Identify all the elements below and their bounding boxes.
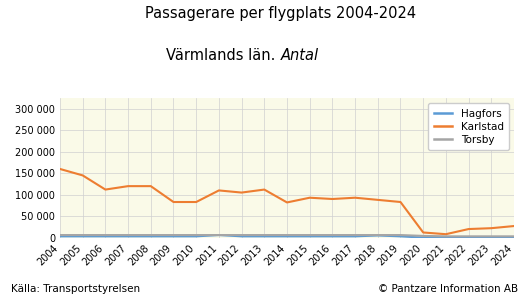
Text: © Pantzare Information AB: © Pantzare Information AB (378, 284, 518, 294)
Text: Värmlands län.: Värmlands län. (166, 48, 280, 63)
Text: Passagerare per flygplats 2004-2024: Passagerare per flygplats 2004-2024 (145, 6, 416, 21)
Legend: Hagfors, Karlstad, Torsby: Hagfors, Karlstad, Torsby (428, 103, 509, 150)
Text: Källa: Transportstyrelsen: Källa: Transportstyrelsen (11, 284, 140, 294)
Text: Antal: Antal (280, 48, 318, 63)
